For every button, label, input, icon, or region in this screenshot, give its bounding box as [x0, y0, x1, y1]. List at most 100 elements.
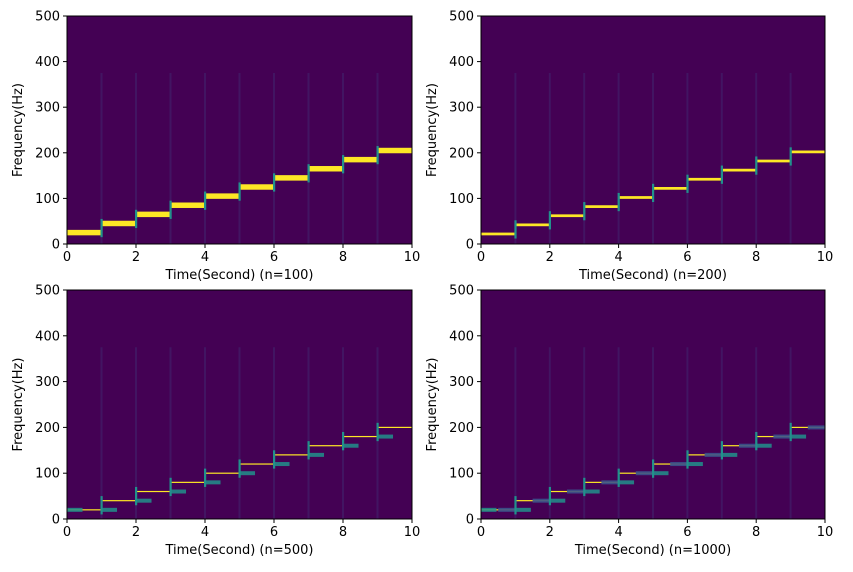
tone-band — [653, 187, 688, 190]
y-tick-label: 300 — [449, 101, 474, 116]
y-axis-label: Frequency(Hz) — [11, 83, 26, 177]
y-tick-label: 500 — [35, 284, 60, 299]
transition-tick — [273, 450, 276, 469]
spread-band — [274, 462, 290, 467]
tone-band — [721, 168, 757, 172]
tone-band — [170, 481, 205, 483]
leakage-column — [686, 347, 689, 519]
tone-band — [274, 175, 309, 181]
leakage-column — [169, 347, 172, 519]
y-tick-label: 400 — [449, 55, 474, 70]
spread-band — [601, 480, 619, 485]
transition-tick — [548, 211, 551, 230]
transition-tick — [135, 209, 138, 229]
y-tick-label: 400 — [35, 329, 60, 344]
leakage-column — [514, 347, 517, 519]
spread-band — [170, 489, 187, 494]
spread-band — [618, 480, 635, 485]
tone-band — [343, 156, 378, 163]
leakage-column — [583, 73, 586, 244]
y-axis-label: Frequency(Hz) — [425, 358, 440, 452]
spread-band — [653, 471, 669, 476]
leakage-column — [238, 347, 241, 519]
spread-band — [773, 434, 791, 439]
leakage-column — [617, 73, 620, 244]
x-tick-label: 4 — [201, 250, 209, 265]
leakage-column — [548, 347, 551, 519]
spread-band — [584, 489, 600, 494]
x-tick-label: 10 — [404, 250, 421, 265]
tone-band — [67, 509, 102, 511]
transition-tick — [583, 202, 586, 221]
leakage-column — [720, 347, 723, 519]
x-tick-label: 8 — [752, 525, 760, 540]
x-tick-label: 4 — [614, 250, 622, 265]
x-tick-label: 4 — [614, 525, 622, 540]
tone-band — [515, 223, 550, 227]
tone-band — [687, 177, 722, 181]
transition-tick — [789, 147, 792, 166]
y-tick-label: 0 — [466, 238, 474, 253]
transition-tick — [617, 192, 620, 212]
x-tick-label: 8 — [339, 250, 347, 265]
x-tick-label: 10 — [817, 525, 834, 540]
plot-background — [67, 290, 412, 519]
spread-band — [567, 489, 585, 494]
transition-tick — [307, 441, 310, 460]
plot-background — [481, 16, 825, 244]
x-axis-label: Time(Second) (n=100) — [164, 268, 313, 283]
tone-band — [136, 490, 171, 493]
leakage-column — [548, 73, 551, 244]
tone-band — [101, 220, 136, 227]
spread-band — [549, 498, 566, 503]
spread-band — [721, 452, 738, 457]
x-axis-label: Time(Second) (n=200) — [578, 268, 727, 283]
transition-tick — [514, 496, 517, 515]
transition-tick — [617, 468, 620, 487]
tone-band — [308, 445, 343, 447]
spread-band — [687, 462, 703, 467]
x-tick-label: 8 — [339, 525, 347, 540]
transition-tick — [100, 496, 103, 515]
y-tick-label: 200 — [449, 421, 474, 436]
spread-band — [498, 507, 516, 512]
transition-tick — [342, 155, 345, 174]
tone-band — [377, 147, 412, 154]
y-axis-label: Frequency(Hz) — [425, 83, 440, 177]
spread-band — [532, 498, 550, 503]
y-tick-label: 100 — [449, 467, 474, 482]
tone-band — [205, 472, 240, 474]
leakage-column — [514, 73, 517, 244]
leakage-column — [238, 73, 241, 244]
transition-tick — [238, 182, 241, 201]
x-tick-label: 10 — [404, 525, 421, 540]
x-axis-label: Time(Second) (n=1000) — [574, 543, 731, 558]
y-tick-label: 200 — [35, 421, 60, 436]
tone-band — [343, 435, 378, 438]
transition-tick — [720, 441, 723, 460]
plot-frame — [66, 15, 413, 245]
tone-band — [308, 166, 343, 172]
leakage-column — [686, 73, 689, 244]
transition-tick — [273, 173, 276, 192]
transition-tick — [686, 174, 689, 193]
y-tick-label: 0 — [52, 513, 60, 528]
x-tick-label: 6 — [270, 525, 278, 540]
transition-tick — [789, 422, 792, 442]
y-tick-label: 400 — [449, 329, 474, 344]
transition-tick — [514, 220, 517, 239]
spread-band — [670, 462, 688, 467]
spread-band — [481, 507, 497, 512]
plot-frame — [66, 289, 413, 520]
transition-tick — [583, 477, 586, 497]
x-tick-label: 6 — [683, 250, 691, 265]
transition-tick — [204, 191, 207, 210]
y-tick-label: 400 — [35, 55, 60, 70]
leakage-column — [307, 347, 310, 519]
spread-band — [239, 471, 256, 476]
transition-tick — [686, 450, 689, 469]
transition-tick — [204, 468, 207, 487]
